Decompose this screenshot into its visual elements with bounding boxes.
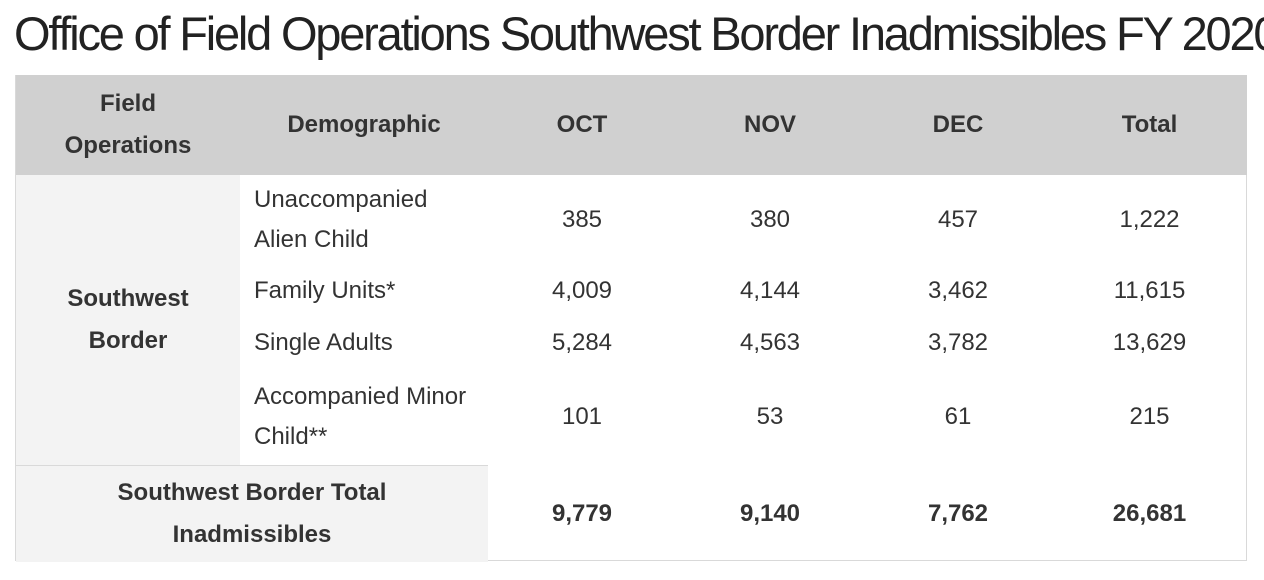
header-nov: NOV: [676, 75, 864, 175]
header-row: Field Operations Demographic OCT NOV DEC…: [16, 75, 1247, 175]
header-demographic: Demographic: [240, 75, 488, 175]
demographic-cell: Accompanied Minor Child**: [254, 383, 467, 450]
total-cell: 11,615: [1113, 277, 1186, 304]
total-cell: 13,629: [1112, 329, 1187, 356]
header-field-operations: Field Operations: [16, 75, 240, 175]
inadmissibles-table: Field Operations Demographic OCT NOV DEC…: [16, 75, 1247, 562]
total-row-label: Southwest Border Total Inadmissibles: [16, 465, 488, 562]
total-cell: 1,222: [1119, 206, 1180, 233]
total-row: Southwest Border Total Inadmissibles 9,7…: [16, 465, 1247, 562]
nov-cell: 4,563: [739, 329, 801, 356]
demographic-cell: Unaccompanied Alien Child: [254, 186, 428, 253]
header-dec: DEC: [864, 75, 1052, 175]
nov-cell: 4,144: [739, 277, 801, 304]
dec-cell: 457: [937, 206, 979, 233]
oct-cell: 385: [561, 206, 603, 233]
demographic-cell: Family Units*: [254, 277, 396, 304]
dec-cell: 3,782: [927, 329, 989, 356]
nov-cell: 380: [749, 206, 791, 233]
dec-cell: 3,462: [927, 277, 989, 304]
region-label: Southwest Border: [16, 175, 240, 466]
header-oct: OCT: [488, 75, 676, 175]
total-oct-cell: 9,779: [551, 499, 613, 527]
demographic-cell: Single Adults: [254, 329, 393, 356]
oct-cell: 101: [561, 403, 603, 431]
oct-cell: 5,284: [551, 329, 613, 356]
table-row: Single Adults 5,284 4,563 3,782 13,629: [16, 317, 1247, 369]
header-total: Total: [1052, 75, 1247, 175]
total-dec-cell: 7,762: [927, 499, 989, 527]
table-row: Family Units* 4,009 4,144 3,462 11,615: [16, 265, 1247, 317]
dec-cell: 61: [944, 403, 972, 431]
inadmissibles-table-container: Field Operations Demographic OCT NOV DEC…: [15, 75, 1247, 562]
total-cell: 215: [1129, 403, 1170, 431]
oct-cell: 4,009: [551, 277, 613, 304]
table-row: Accompanied Minor Child** 101 53 61 215: [16, 369, 1247, 466]
nov-cell: 53: [756, 403, 784, 431]
grand-total-cell: 26,681: [1112, 499, 1187, 527]
table-row: Southwest Border Unaccompanied Alien Chi…: [16, 175, 1247, 466]
total-nov-cell: 9,140: [739, 499, 801, 527]
page-title: Office of Field Operations Southwest Bor…: [14, 7, 1264, 60]
